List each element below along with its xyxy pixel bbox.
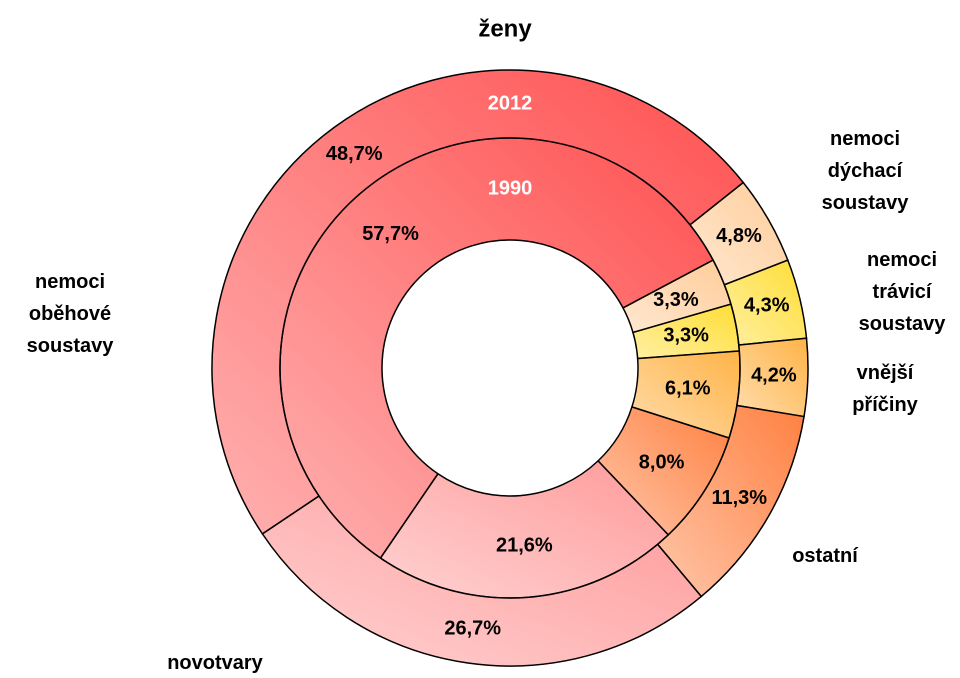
chart-title: ženy xyxy=(478,15,532,42)
series-label: 2012 xyxy=(488,92,533,114)
data-label: 4,2% xyxy=(751,365,797,387)
donut-slice xyxy=(211,69,745,535)
data-label: 8,0% xyxy=(639,451,685,473)
category-label: vnější příčiny xyxy=(852,362,918,416)
data-label: 4,3% xyxy=(744,295,790,317)
category-label: nemoci dýchací soustavy xyxy=(822,128,910,214)
data-label: 26,7% xyxy=(444,618,501,640)
data-label: 4,8% xyxy=(716,225,762,247)
data-label: 3,3% xyxy=(663,325,709,347)
category-label: nemoci oběhové soustavy xyxy=(27,271,115,357)
data-label: 3,3% xyxy=(653,289,699,311)
data-label: 57,7% xyxy=(362,223,419,245)
category-label: nemoci trávicí soustavy xyxy=(859,249,947,335)
data-label: 48,7% xyxy=(326,143,383,165)
data-label: 11,3% xyxy=(711,487,767,509)
data-label: 6,1% xyxy=(665,377,711,399)
series-label: 1990 xyxy=(488,177,533,199)
data-label: 21,6% xyxy=(496,535,553,557)
category-label: novotvary xyxy=(167,652,263,674)
category-label: ostatní xyxy=(792,545,859,567)
